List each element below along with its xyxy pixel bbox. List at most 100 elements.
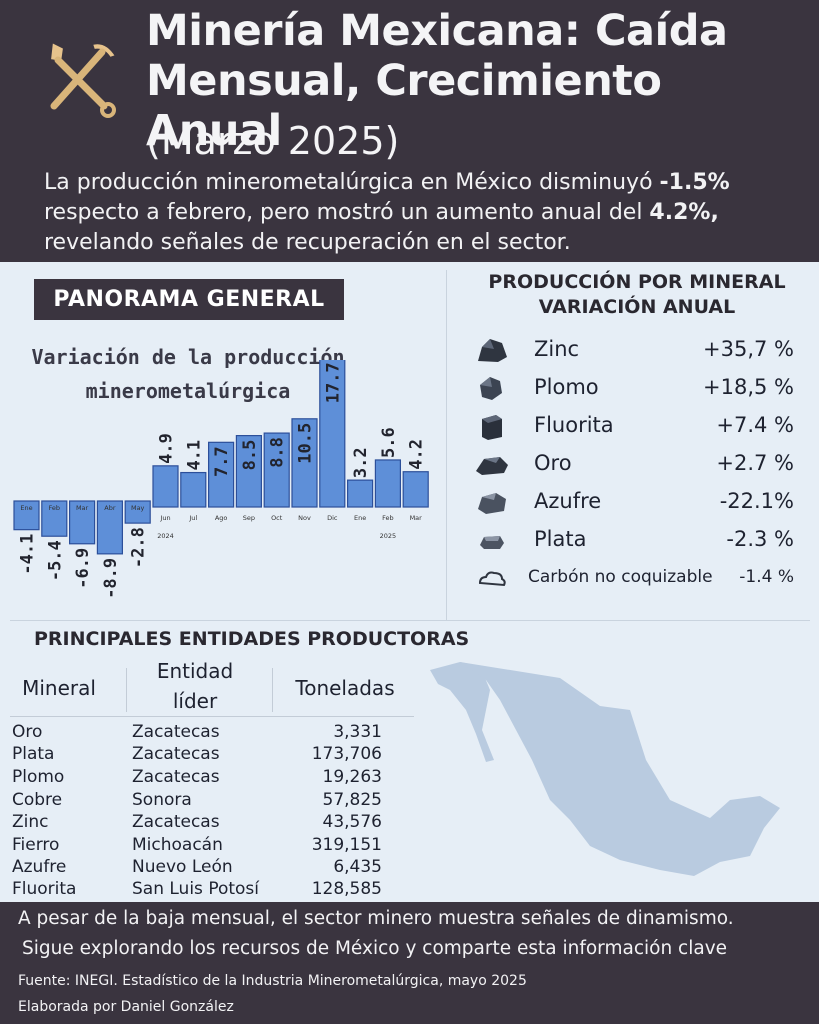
col-header-entity-line-1: Entidad — [156, 659, 234, 683]
footer-line-1: A pesar de la baja mensual, el sector mi… — [18, 908, 734, 929]
mineral-pct: +18,5 % — [703, 375, 794, 399]
bar-value-label: 4.2 — [407, 439, 427, 470]
coal-icon — [478, 571, 506, 587]
cell-mineral: Oro — [12, 722, 43, 742]
col-header-tons: Toneladas — [295, 676, 395, 700]
mineral-pct: -22.1% — [719, 489, 794, 513]
mineral-name: Plomo — [534, 375, 599, 399]
bar-value-label: 8.8 — [268, 437, 288, 468]
page-title: Minería Mexicana: Caída Mensual, Crecimi… — [146, 6, 728, 156]
month-tick-label: Ene — [354, 514, 366, 522]
bar-abr-3 — [96, 500, 124, 555]
cell-mineral: Plomo — [12, 767, 65, 787]
mineral-name: Fluorita — [534, 413, 614, 437]
cell-entity: Michoacán — [132, 835, 223, 855]
table-row: Fluorita San Luis Potosí 128,585 — [12, 879, 392, 901]
col-header-mineral: Mineral — [22, 676, 96, 700]
bar-value-label: -8.9 — [101, 558, 121, 599]
month-tick-label: Feb — [382, 514, 394, 522]
month-tick-label: Dic — [327, 514, 338, 522]
cell-tons: 43,576 — [322, 812, 382, 832]
intro-text-3: revelando señales de recuperación en el … — [44, 230, 571, 255]
bar-ene-0 — [13, 500, 40, 531]
cell-mineral: Fluorita — [12, 879, 77, 899]
bar-value-label: 10.5 — [296, 423, 316, 464]
cell-entity: Nuevo León — [132, 857, 233, 877]
bar-feb-13 — [374, 459, 401, 508]
cell-entity: Zacatecas — [132, 767, 220, 787]
footer-source: Fuente: INEGI. Estadístico de la Industr… — [18, 973, 527, 989]
footer-banner: A pesar de la baja mensual, el sector mi… — [0, 902, 819, 1024]
mineral-name: Azufre — [534, 489, 602, 513]
bar-value-label: 5.6 — [379, 427, 399, 458]
month-tick-label: Mar — [410, 514, 423, 522]
mineral-pct: +2.7 % — [716, 451, 794, 475]
fluorite-ore-icon — [482, 415, 502, 440]
table-row: Fierro Michoacán 319,151 — [12, 835, 392, 857]
bar-may-4 — [124, 500, 151, 524]
mineral-row-carbon: Carbón no coquizable -1.4 % — [474, 563, 794, 593]
mineral-row-oro: Oro +2.7 % — [474, 449, 794, 479]
month-tick-label: Mar — [76, 504, 89, 512]
cell-mineral: Azufre — [12, 857, 67, 877]
mineral-row-fluorita: Fluorita +7.4 % — [474, 411, 794, 441]
bar-oct-9 — [263, 432, 290, 508]
month-tick-label: Ene — [20, 504, 32, 512]
bar-jul-6 — [180, 471, 207, 508]
month-tick-label: Ago — [215, 514, 228, 522]
header-banner: Minería Mexicana: Caída Mensual, Crecimi… — [0, 0, 819, 262]
mineral-name: Carbón no coquizable — [528, 567, 713, 587]
table-row: Cobre Sonora 57,825 — [12, 790, 392, 812]
bar-mar-14 — [402, 471, 429, 508]
bar-nov-10 — [291, 418, 318, 508]
intro-monthly-change: -1.5% — [659, 170, 730, 195]
bar-jun-5 — [152, 465, 179, 508]
cell-entity: Zacatecas — [132, 744, 220, 764]
month-tick-label: Jun — [159, 514, 170, 522]
month-tick-label: Nov — [298, 514, 311, 522]
table-rule — [10, 716, 414, 717]
month-tick-label: Sep — [243, 514, 255, 522]
mineral-pct: -1.4 % — [739, 567, 794, 587]
mineral-pct: +35,7 % — [703, 337, 794, 361]
bar-value-label: 7.7 — [212, 446, 232, 477]
intro-annual-change: 4.2%, — [649, 200, 719, 225]
month-tick-label: Feb — [49, 504, 61, 512]
mineral-heading-line-1: PRODUCCIÓN POR MINERAL — [488, 271, 786, 293]
column-separator — [272, 668, 273, 712]
mineral-name: Plata — [534, 527, 587, 551]
cell-tons: 19,263 — [322, 767, 382, 787]
chart-title: Variación de la producción minerometalúr… — [31, 345, 345, 403]
mineral-row-plata: Plata -2.3 % — [474, 525, 794, 555]
table-row: Oro Zacatecas 3,331 — [12, 722, 392, 744]
year-label: 2025 — [380, 532, 397, 540]
mineral-pct: -2.3 % — [726, 527, 794, 551]
intro-text-2: respecto a febrero, pero mostró un aumen… — [44, 200, 650, 225]
bar-ago-7 — [208, 441, 235, 508]
mineral-row-azufre: Azufre -22.1% — [474, 487, 794, 517]
section-divider-horizontal — [10, 620, 810, 621]
bar-value-label: -4.1 — [18, 534, 38, 575]
col-header-entity-line-2: líder — [172, 689, 218, 713]
table-row: Plomo Zacatecas 19,263 — [12, 767, 392, 789]
mineral-name: Oro — [534, 451, 572, 475]
bar-value-label: -5.4 — [45, 540, 65, 581]
column-separator — [126, 668, 127, 712]
cell-tons: 173,706 — [311, 744, 382, 764]
cell-tons: 128,585 — [311, 879, 382, 899]
cell-entity: Sonora — [132, 790, 192, 810]
table-row: Plata Zacatecas 173,706 — [12, 744, 392, 766]
production-variation-bar-chart: -4.1 Ene -5.4 Feb -6.9 Mar -8.9 Abr -2.8 May 4.9 Ju… — [13, 360, 429, 599]
footer-author: Elaborada por Daniel González — [18, 999, 234, 1015]
zinc-ore-icon — [478, 339, 507, 362]
mineral-row-zinc: Zinc +35,7 % — [474, 335, 794, 365]
cell-entity: San Luis Potosí — [132, 879, 260, 899]
bar-value-label: -6.9 — [73, 548, 93, 589]
bar-value-label: 4.1 — [184, 440, 204, 471]
intro-paragraph: La producción minerometalúrgica en Méxic… — [44, 168, 804, 258]
page-subtitle: (Marzo 2025) — [146, 119, 400, 163]
month-tick-label: Abr — [104, 504, 116, 512]
col-header-entity: Entidad líder — [130, 656, 260, 716]
cell-tons: 6,435 — [333, 857, 382, 877]
table-row: Azufre Nuevo León 6,435 — [12, 857, 392, 879]
